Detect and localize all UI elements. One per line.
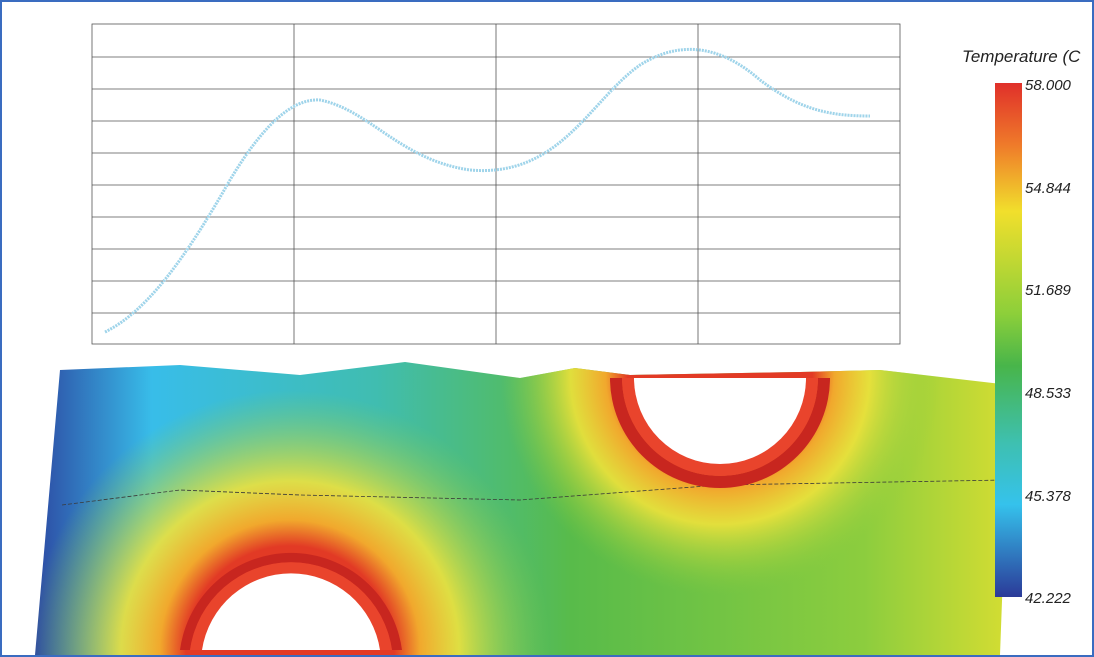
color-bar [995,83,1022,597]
legend-label: 58.000 [1025,77,1072,94]
screenshot: Temperature (C 58.000 54.844 51.689 48.5… [0,0,1094,657]
legend-label: 45.378 [1025,488,1072,505]
legend-label: 42.222 [1025,590,1072,607]
legend-title: Temperature (C [962,47,1081,66]
mesh-render [35,362,1010,655]
legend-label: 51.689 [1025,282,1072,299]
legend-label: 54.844 [1025,180,1071,197]
legend-label: 48.533 [1025,385,1072,402]
page: Temperature (C 58.000 54.844 51.689 48.5… [0,0,1094,657]
